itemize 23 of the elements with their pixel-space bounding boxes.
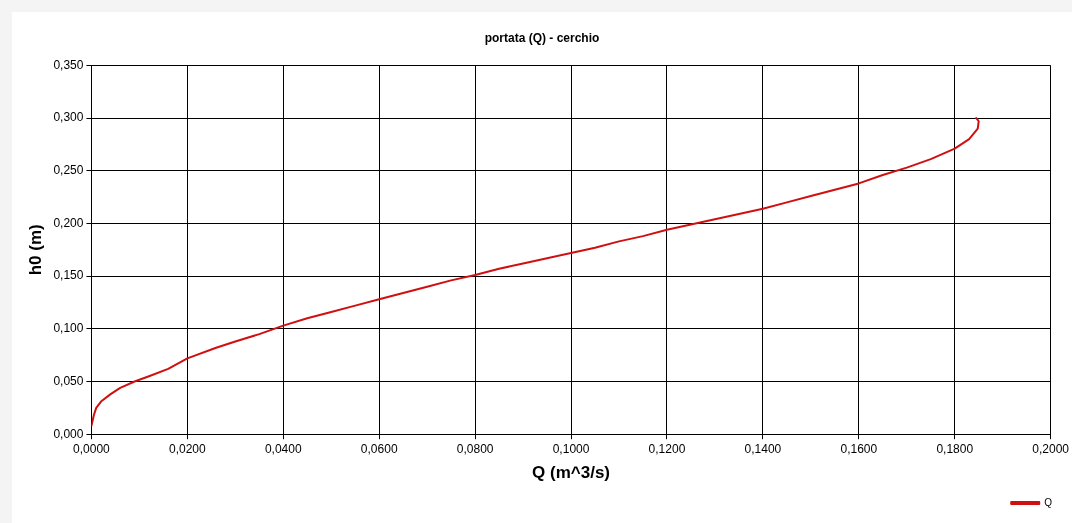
y-tick-label: 0,050 [53,373,84,388]
y-tick-label: 0,250 [53,163,84,178]
y-axis-title: h0 (m) [25,224,45,276]
y-tick-label: 0,150 [53,268,84,283]
x-tick-label: 0,2000 [1032,441,1070,456]
y-tick-label: 0,000 [53,426,84,441]
legend-label: Q [1044,496,1053,508]
x-tick-label: 0,0000 [73,441,111,456]
x-tick-label: 0,0600 [360,441,398,456]
y-tick-label: 0,350 [53,57,84,72]
x-tick-label: 0,1200 [648,441,686,456]
y-tick-label: 0,200 [53,215,84,230]
x-tick-label: 0,1000 [552,441,590,456]
x-tick-label: 0,0800 [456,441,494,456]
x-tick-label: 0,0200 [169,441,207,456]
x-tick-label: 0,1600 [840,441,878,456]
x-axis-title: Q (m^3/s) [532,463,611,483]
y-tick-label: 0,300 [53,110,84,125]
x-tick-label: 0,1800 [936,441,974,456]
x-tick-label: 0,1400 [744,441,782,456]
x-tick-label: 0,0400 [264,441,302,456]
y-tick-label: 0,100 [53,321,84,336]
chart-title: portata (Q) - cerchio [484,30,600,45]
